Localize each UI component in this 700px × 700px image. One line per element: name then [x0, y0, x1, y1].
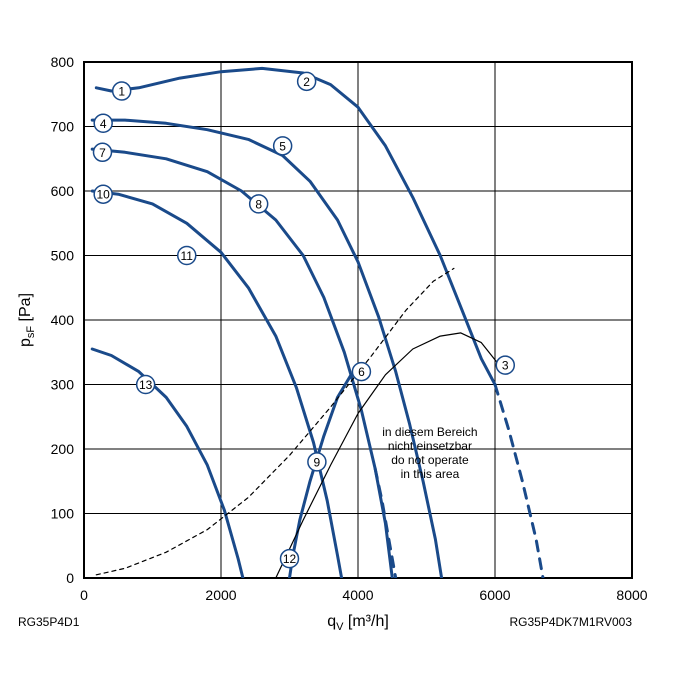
svg-text:6: 6: [358, 365, 365, 379]
svg-text:2: 2: [303, 75, 310, 89]
fan-performance-chart: 0 2000 4000 6000 8000 0 100 200 300 400 500 600 700 8…: [0, 0, 700, 700]
svg-text:4: 4: [100, 117, 107, 131]
y-tick-label: 300: [51, 377, 75, 393]
y-tick-label: 800: [51, 54, 75, 70]
svg-text:3: 3: [502, 359, 509, 373]
x-tick-label: 8000: [616, 587, 647, 603]
x-tick-label: 0: [80, 587, 88, 603]
x-tick-label: 6000: [479, 587, 510, 603]
curve-label-7: 7: [93, 143, 111, 161]
curve-label-1: 1: [113, 82, 131, 100]
curve-c1: [96, 68, 495, 384]
curve-limit_dash: [96, 268, 454, 574]
svg-text:11: 11: [181, 249, 194, 263]
y-tick-label: 500: [51, 248, 75, 264]
x-tick-label: 4000: [342, 587, 373, 603]
svg-text:5: 5: [279, 139, 286, 153]
y-tick-label: 100: [51, 506, 75, 522]
chart-svg: 0 2000 4000 6000 8000 0 100 200 300 400 500 600 700 8…: [0, 0, 700, 700]
caution-note: in diesem Bereichnicht einsetzbardo not …: [382, 425, 477, 481]
y-tick-label: 200: [51, 441, 75, 457]
y-axis-label: psF [Pa]: [17, 293, 37, 347]
y-tick-label: 400: [51, 312, 75, 328]
curve-label-8: 8: [250, 195, 268, 213]
svg-text:8: 8: [255, 197, 262, 211]
svg-text:13: 13: [139, 378, 153, 392]
curve-label-6: 6: [352, 363, 370, 381]
curve-label-2: 2: [298, 72, 316, 90]
curve-c7dash: [375, 468, 396, 578]
x-tick-label: 2000: [205, 587, 236, 603]
curve-c4: [92, 120, 441, 578]
x-axis-label: qV [m³/h]: [327, 613, 389, 633]
curve-label-4: 4: [94, 114, 112, 132]
curve-label-11: 11: [178, 247, 196, 265]
footer-left: RG35P4D1: [18, 615, 80, 629]
y-tick-label: 700: [51, 119, 75, 135]
svg-text:10: 10: [97, 188, 111, 202]
svg-text:1: 1: [118, 85, 125, 99]
curve-c3dash: [495, 385, 543, 579]
curve-label-3: 3: [496, 356, 514, 374]
curve-label-12: 12: [281, 550, 299, 568]
y-tick-label: 0: [66, 570, 74, 586]
curve-label-10: 10: [94, 185, 112, 203]
svg-text:12: 12: [283, 552, 297, 566]
curve-label-5: 5: [274, 137, 292, 155]
curve-label-9: 9: [308, 453, 326, 471]
y-tick-label: 600: [51, 183, 75, 199]
svg-text:9: 9: [314, 455, 321, 469]
svg-text:7: 7: [99, 146, 106, 160]
curve-c11: [92, 349, 243, 578]
footer-right: RG35P4DK7M1RV003: [509, 615, 632, 629]
curve-label-13: 13: [137, 376, 155, 394]
